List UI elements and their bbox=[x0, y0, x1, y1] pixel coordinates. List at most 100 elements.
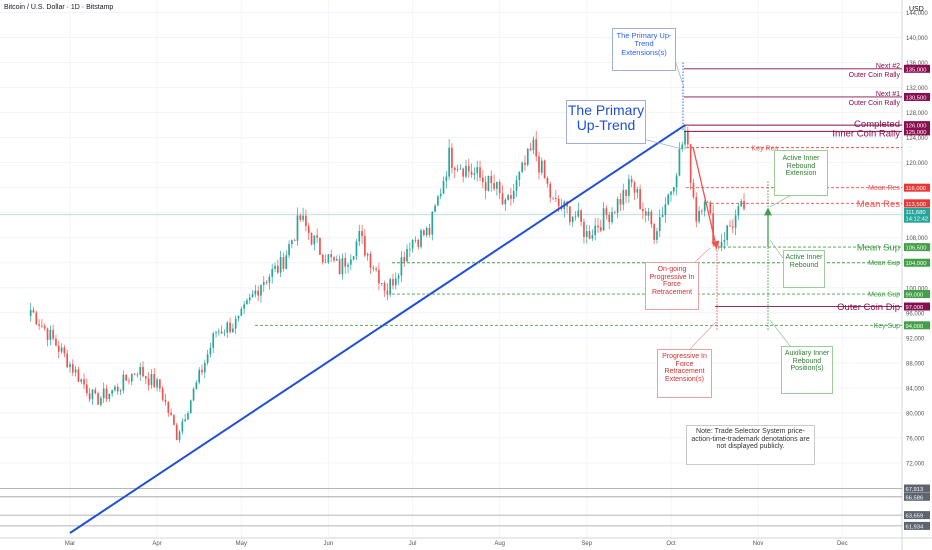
price-badge-label: 61,934 bbox=[906, 524, 925, 530]
ongoing-retracement-text: On-going Progressive In Force Retracemen… bbox=[649, 266, 695, 297]
y-tick-label: 120,000 bbox=[906, 161, 928, 167]
candle-body bbox=[431, 211, 434, 235]
candle-body bbox=[274, 265, 276, 270]
candle-body bbox=[633, 182, 636, 193]
candle-body bbox=[178, 431, 181, 441]
candle-body bbox=[212, 333, 215, 348]
candle-body bbox=[552, 197, 554, 199]
candle-body bbox=[327, 254, 330, 263]
candle-body bbox=[442, 180, 445, 194]
candle-body bbox=[411, 239, 414, 249]
level-label: Next #2 bbox=[876, 63, 900, 70]
candle-body bbox=[420, 230, 422, 247]
candle-body bbox=[504, 199, 507, 205]
candle-body bbox=[251, 294, 254, 298]
primary-uptrend-line bbox=[69, 124, 686, 534]
candle-body bbox=[150, 374, 153, 386]
candle-body bbox=[639, 189, 641, 210]
candle-body bbox=[159, 379, 161, 389]
candle-body bbox=[577, 210, 580, 217]
primary-trend-callout: The Primary Up-Trend bbox=[566, 100, 646, 144]
candle-body bbox=[470, 171, 473, 175]
candle-body bbox=[366, 253, 369, 256]
level-badge bbox=[904, 127, 930, 136]
y-tick-label: 140,000 bbox=[906, 36, 928, 42]
candle-body bbox=[215, 332, 217, 334]
candle-body bbox=[726, 225, 729, 241]
extensions-callout: The Primary Up-Trend Extensions(s) bbox=[612, 28, 676, 71]
candle-body bbox=[481, 177, 484, 183]
candle-body bbox=[128, 380, 130, 382]
y-tick-label: 132,000 bbox=[906, 86, 928, 92]
candle-body bbox=[38, 324, 40, 326]
candle-body bbox=[237, 315, 240, 319]
candle-body bbox=[695, 197, 698, 222]
candle-body bbox=[170, 412, 172, 416]
y-tick-label: 76,000 bbox=[906, 436, 925, 442]
candle-body bbox=[580, 210, 582, 222]
candle-body bbox=[467, 165, 470, 172]
candle-body bbox=[389, 279, 392, 295]
candle-body bbox=[86, 384, 88, 394]
candle-body bbox=[352, 256, 355, 260]
candle-body bbox=[597, 225, 599, 228]
y-tick-label: 92,000 bbox=[906, 336, 925, 342]
level-label-inner-rally: Inner Coin Rally bbox=[832, 128, 900, 139]
candle-body bbox=[29, 309, 32, 316]
candle-body bbox=[456, 169, 459, 171]
candle-body bbox=[136, 374, 139, 376]
current-price-label: 111,680 bbox=[906, 210, 926, 216]
candle-body bbox=[100, 398, 102, 405]
active-extension-callout: Active Inner Rebound Extension bbox=[774, 150, 828, 196]
candle-body bbox=[622, 190, 625, 205]
candle-body bbox=[406, 249, 408, 262]
candle-body bbox=[88, 393, 91, 400]
candle-body bbox=[437, 196, 439, 206]
candle-body bbox=[285, 255, 288, 269]
level-label: Mean Sup bbox=[868, 292, 900, 299]
auxiliary-rebound-callout: Auxiliary Inner Rebound Position(s) bbox=[781, 346, 833, 394]
candle-body bbox=[709, 202, 712, 214]
candle-body bbox=[375, 268, 377, 270]
candle-body bbox=[316, 235, 318, 238]
level-label: Key Sup bbox=[874, 323, 901, 330]
note-box: Note: Trade Selector System price-action… bbox=[686, 425, 815, 465]
candle-body bbox=[571, 217, 574, 223]
candle-body bbox=[459, 168, 462, 170]
level-badge bbox=[904, 121, 930, 130]
candle-body bbox=[358, 231, 361, 242]
candle-body bbox=[538, 156, 540, 173]
candle-body bbox=[144, 376, 147, 379]
progressive-extension-callout: Progressive In Force Retracement Extensi… bbox=[657, 349, 712, 398]
candle-body bbox=[583, 221, 585, 237]
candle-body bbox=[279, 257, 282, 273]
candle-body bbox=[276, 265, 279, 273]
candle-body bbox=[324, 262, 327, 264]
candle-body bbox=[293, 240, 296, 242]
candle-body bbox=[66, 353, 69, 368]
candle-body bbox=[731, 226, 734, 228]
candle-body bbox=[594, 225, 597, 236]
candle-body bbox=[74, 369, 77, 373]
candle-body bbox=[496, 181, 498, 189]
candle-body bbox=[628, 179, 630, 196]
callout-pointer bbox=[769, 319, 791, 347]
candle-body bbox=[335, 259, 338, 261]
candle-body bbox=[246, 300, 248, 305]
candle-body bbox=[479, 167, 481, 178]
candle-body bbox=[383, 283, 386, 291]
candle-body bbox=[698, 210, 700, 222]
candle-body bbox=[397, 275, 400, 279]
candle-body bbox=[619, 199, 622, 205]
candle-body bbox=[364, 236, 366, 256]
candle-body bbox=[288, 244, 290, 256]
candle-body bbox=[265, 281, 268, 283]
candle-body bbox=[569, 206, 571, 223]
level-badge bbox=[904, 183, 930, 192]
candle-body bbox=[653, 224, 655, 240]
note-text: Note: Trade Selector System price-action… bbox=[691, 428, 810, 451]
level-badge bbox=[904, 258, 930, 267]
candle-body bbox=[52, 329, 54, 339]
candle-body bbox=[403, 257, 406, 262]
